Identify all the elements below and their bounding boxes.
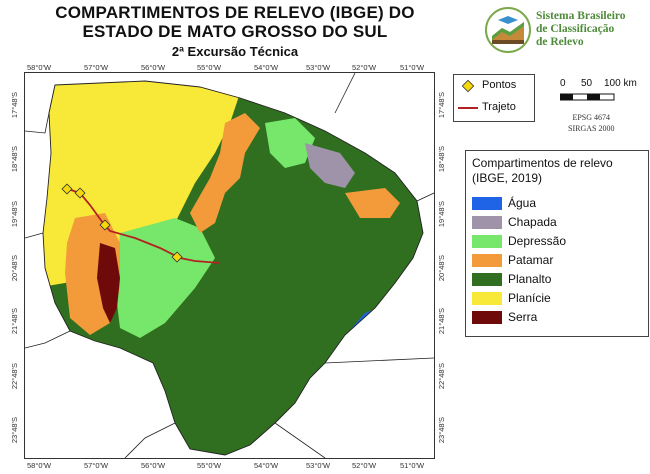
point-marker[interactable] [99, 219, 111, 231]
scale-label: 50 [581, 78, 593, 89]
projection-info: EPSG 4674 SIRGAS 2000 [568, 112, 614, 134]
border-line [25, 330, 71, 349]
region-patamar [345, 188, 400, 218]
legend-item-label: Serra [508, 310, 538, 324]
lon-tick-top: 56°0'W [141, 63, 166, 72]
legend-swatch [472, 254, 502, 267]
points-label: Pontos [482, 79, 517, 91]
legend-item-label: Chapada [508, 215, 557, 229]
region-serra [97, 243, 120, 323]
lat-tick-left: 21°48'S [10, 308, 19, 335]
region-depressao [265, 118, 315, 168]
legend-item-label: Água [508, 196, 537, 210]
logo-text-line3: de Relevo [536, 36, 584, 48]
legend-swatch [472, 292, 502, 305]
legend-item: Água [472, 196, 642, 211]
lat-tick-left: 23°48'S [10, 417, 19, 444]
map-title-line1: COMPARTIMENTOS DE RELEVO (IBGE) DO [55, 3, 415, 22]
lat-tick-right: 21°48'S [437, 308, 446, 335]
legend-item-label: Planalto [508, 272, 552, 286]
lon-tick-top: 54°0'W [254, 63, 279, 72]
lon-tick-top: 55°0'W [197, 63, 222, 72]
scale-label: 100 km [604, 78, 637, 89]
logo-text-line1: Sistema Brasileiro [536, 10, 626, 22]
lon-tick-bottom: 53°0'W [306, 461, 331, 470]
epsg-code: EPSG 4674 [572, 113, 610, 122]
legend-item: Depressão [472, 234, 642, 249]
lon-tick-bottom: 55°0'W [197, 461, 222, 470]
region-patamar [190, 113, 260, 233]
point-marker[interactable] [171, 251, 183, 263]
legend-title-line1: Compartimentos de relevo [472, 156, 613, 170]
lat-tick-right: 22°48'S [437, 363, 446, 390]
legend-item: Planície [472, 291, 642, 306]
point-symbol-icon [461, 79, 475, 93]
lat-tick-right: 20°48'S [437, 255, 446, 282]
route-line [64, 187, 221, 264]
relief-legend: Compartimentos de relevo (IBGE, 2019) Ág… [465, 150, 649, 337]
legend-item-label: Planície [508, 291, 551, 305]
scale-bar-graphic [560, 93, 615, 101]
point-marker[interactable] [74, 187, 86, 199]
legend-title: Compartimentos de relevo (IBGE, 2019) [472, 156, 613, 186]
lon-tick-bottom: 57°0'W [84, 461, 109, 470]
legend-swatch [472, 197, 502, 210]
sbcr-logo: Sistema Brasileiro de Classificação de R… [484, 6, 644, 56]
datum-name: SIRGAS 2000 [568, 124, 615, 133]
logo-text-line2: de Classificação [536, 23, 615, 35]
legend-swatch [472, 216, 502, 229]
lon-tick-top: 52°0'W [352, 63, 377, 72]
legend-swatch [472, 235, 502, 248]
points-route-legend: Pontos Trajeto [453, 74, 535, 122]
legend-item-label: Depressão [508, 234, 567, 248]
lat-tick-right: 19°48'S [437, 201, 446, 228]
relief-map-canvas [25, 73, 434, 458]
legend-item: Patamar [472, 253, 642, 268]
lon-tick-top: 58°0'W [27, 63, 52, 72]
lat-tick-left: 19°48'S [10, 201, 19, 228]
region-depressao [115, 218, 215, 338]
scale-bar: 0 50 100 km [554, 75, 650, 135]
legend-swatch [472, 311, 502, 324]
lat-tick-right: 23°48'S [437, 417, 446, 444]
legend-item: Planalto [472, 272, 642, 287]
region-chapada [305, 143, 355, 188]
legend-item-label: Patamar [508, 253, 554, 267]
border-line [416, 192, 434, 202]
legend-title-line2: (IBGE, 2019) [472, 171, 543, 185]
lat-tick-right: 18°48'S [437, 146, 446, 173]
lon-tick-top: 51°0'W [400, 63, 425, 72]
scale-label: 0 [560, 78, 566, 89]
lon-tick-bottom: 56°0'W [141, 461, 166, 470]
lon-tick-bottom: 58°0'W [27, 461, 52, 470]
border-line [324, 357, 434, 364]
lat-tick-left: 17°48'S [10, 92, 19, 119]
route-label: Trajeto [482, 101, 516, 113]
map-title-line2: ESTADO DE MATO GROSSO DO SUL [82, 22, 388, 41]
lon-tick-bottom: 54°0'W [254, 461, 279, 470]
points-layer [61, 183, 183, 263]
map-subtitle: 2ª Excursão Técnica [171, 44, 299, 59]
lon-tick-bottom: 51°0'W [400, 461, 425, 470]
border-line [334, 73, 356, 114]
border-line [124, 422, 176, 458]
lon-tick-top: 57°0'W [84, 63, 109, 72]
lat-tick-left: 18°48'S [10, 146, 19, 173]
legend-item: Chapada [472, 215, 642, 230]
legend-swatch [472, 273, 502, 286]
lat-tick-right: 17°48'S [437, 92, 446, 119]
relief-map[interactable] [24, 72, 435, 459]
point-marker[interactable] [61, 183, 73, 195]
lat-tick-left: 20°48'S [10, 255, 19, 282]
sbcr-logo-icon [485, 7, 531, 53]
state-outline [42, 80, 424, 456]
lon-tick-bottom: 52°0'W [352, 461, 377, 470]
border-line [25, 232, 44, 239]
legend-symbols [458, 79, 478, 109]
border-line [274, 422, 326, 458]
lon-tick-top: 53°0'W [306, 63, 331, 72]
legend-item: Serra [472, 310, 642, 325]
lat-tick-left: 22°48'S [10, 363, 19, 390]
